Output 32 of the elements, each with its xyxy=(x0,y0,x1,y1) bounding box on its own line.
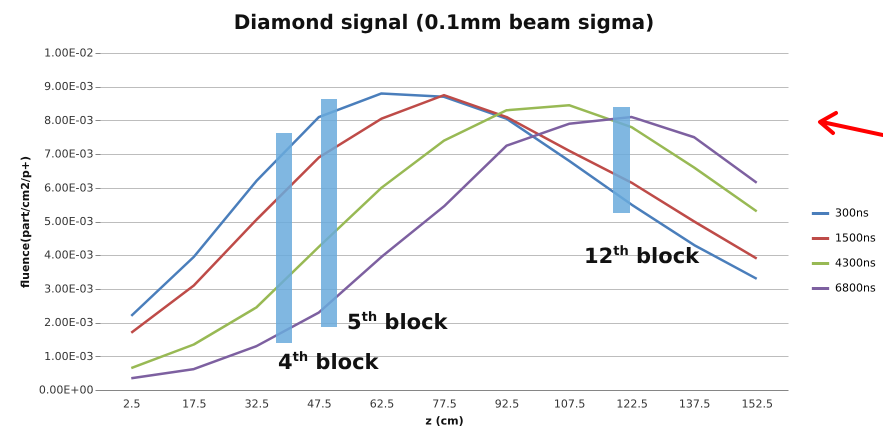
legend-label: 1500ns xyxy=(835,232,876,244)
x-tick-label: 32.5 xyxy=(244,398,270,410)
legend-label: 300ns xyxy=(835,206,869,220)
annotation: 12$^{th}$ block xyxy=(584,244,700,268)
legend-label: 4300ns xyxy=(835,256,876,270)
y-tick-label: 2.00E-03 xyxy=(44,316,94,330)
y-tick-label: 7.00E-03 xyxy=(44,148,94,161)
legend-label: 6800ns xyxy=(835,282,876,294)
x-tick-label: 152.5 xyxy=(741,398,773,410)
x-tick-label: 62.5 xyxy=(370,398,394,410)
y-tick-label: 9.00E-03 xyxy=(44,80,94,94)
x-tick-label: 137.5 xyxy=(678,398,710,410)
y-axis-title: fluence(part/cm2/p+) xyxy=(18,156,32,288)
y-tick-label: 4.00E-03 xyxy=(44,248,94,262)
x-tick-label: 2.5 xyxy=(123,398,141,410)
x-tick-label: 17.5 xyxy=(182,398,207,410)
x-tick-label: 107.5 xyxy=(554,398,586,410)
x-tick-label: 77.5 xyxy=(432,398,457,410)
x-tick-label: 47.5 xyxy=(307,398,332,410)
x-axis-title: z (cm) xyxy=(425,414,464,428)
y-tick-label: 0.00E+00 xyxy=(38,384,94,396)
y-tick-label: 8.00E-03 xyxy=(44,114,94,127)
y-tick-label: 1.00E-02 xyxy=(44,46,94,60)
annotation: 4$^{th}$ block xyxy=(278,350,378,374)
chart-title: Diamond signal (0.1mm beam sigma) xyxy=(234,10,654,34)
y-tick-label: 3.00E-03 xyxy=(44,282,94,296)
x-tick-label: 92.5 xyxy=(494,398,520,410)
y-tick-label: 5.00E-03 xyxy=(44,215,94,228)
x-tick-label: 122.5 xyxy=(616,398,648,410)
y-tick-label: 6.00E-03 xyxy=(44,181,94,194)
annotation: 5$^{th}$ block xyxy=(347,310,448,334)
y-tick-label: 1.00E-03 xyxy=(44,350,94,363)
